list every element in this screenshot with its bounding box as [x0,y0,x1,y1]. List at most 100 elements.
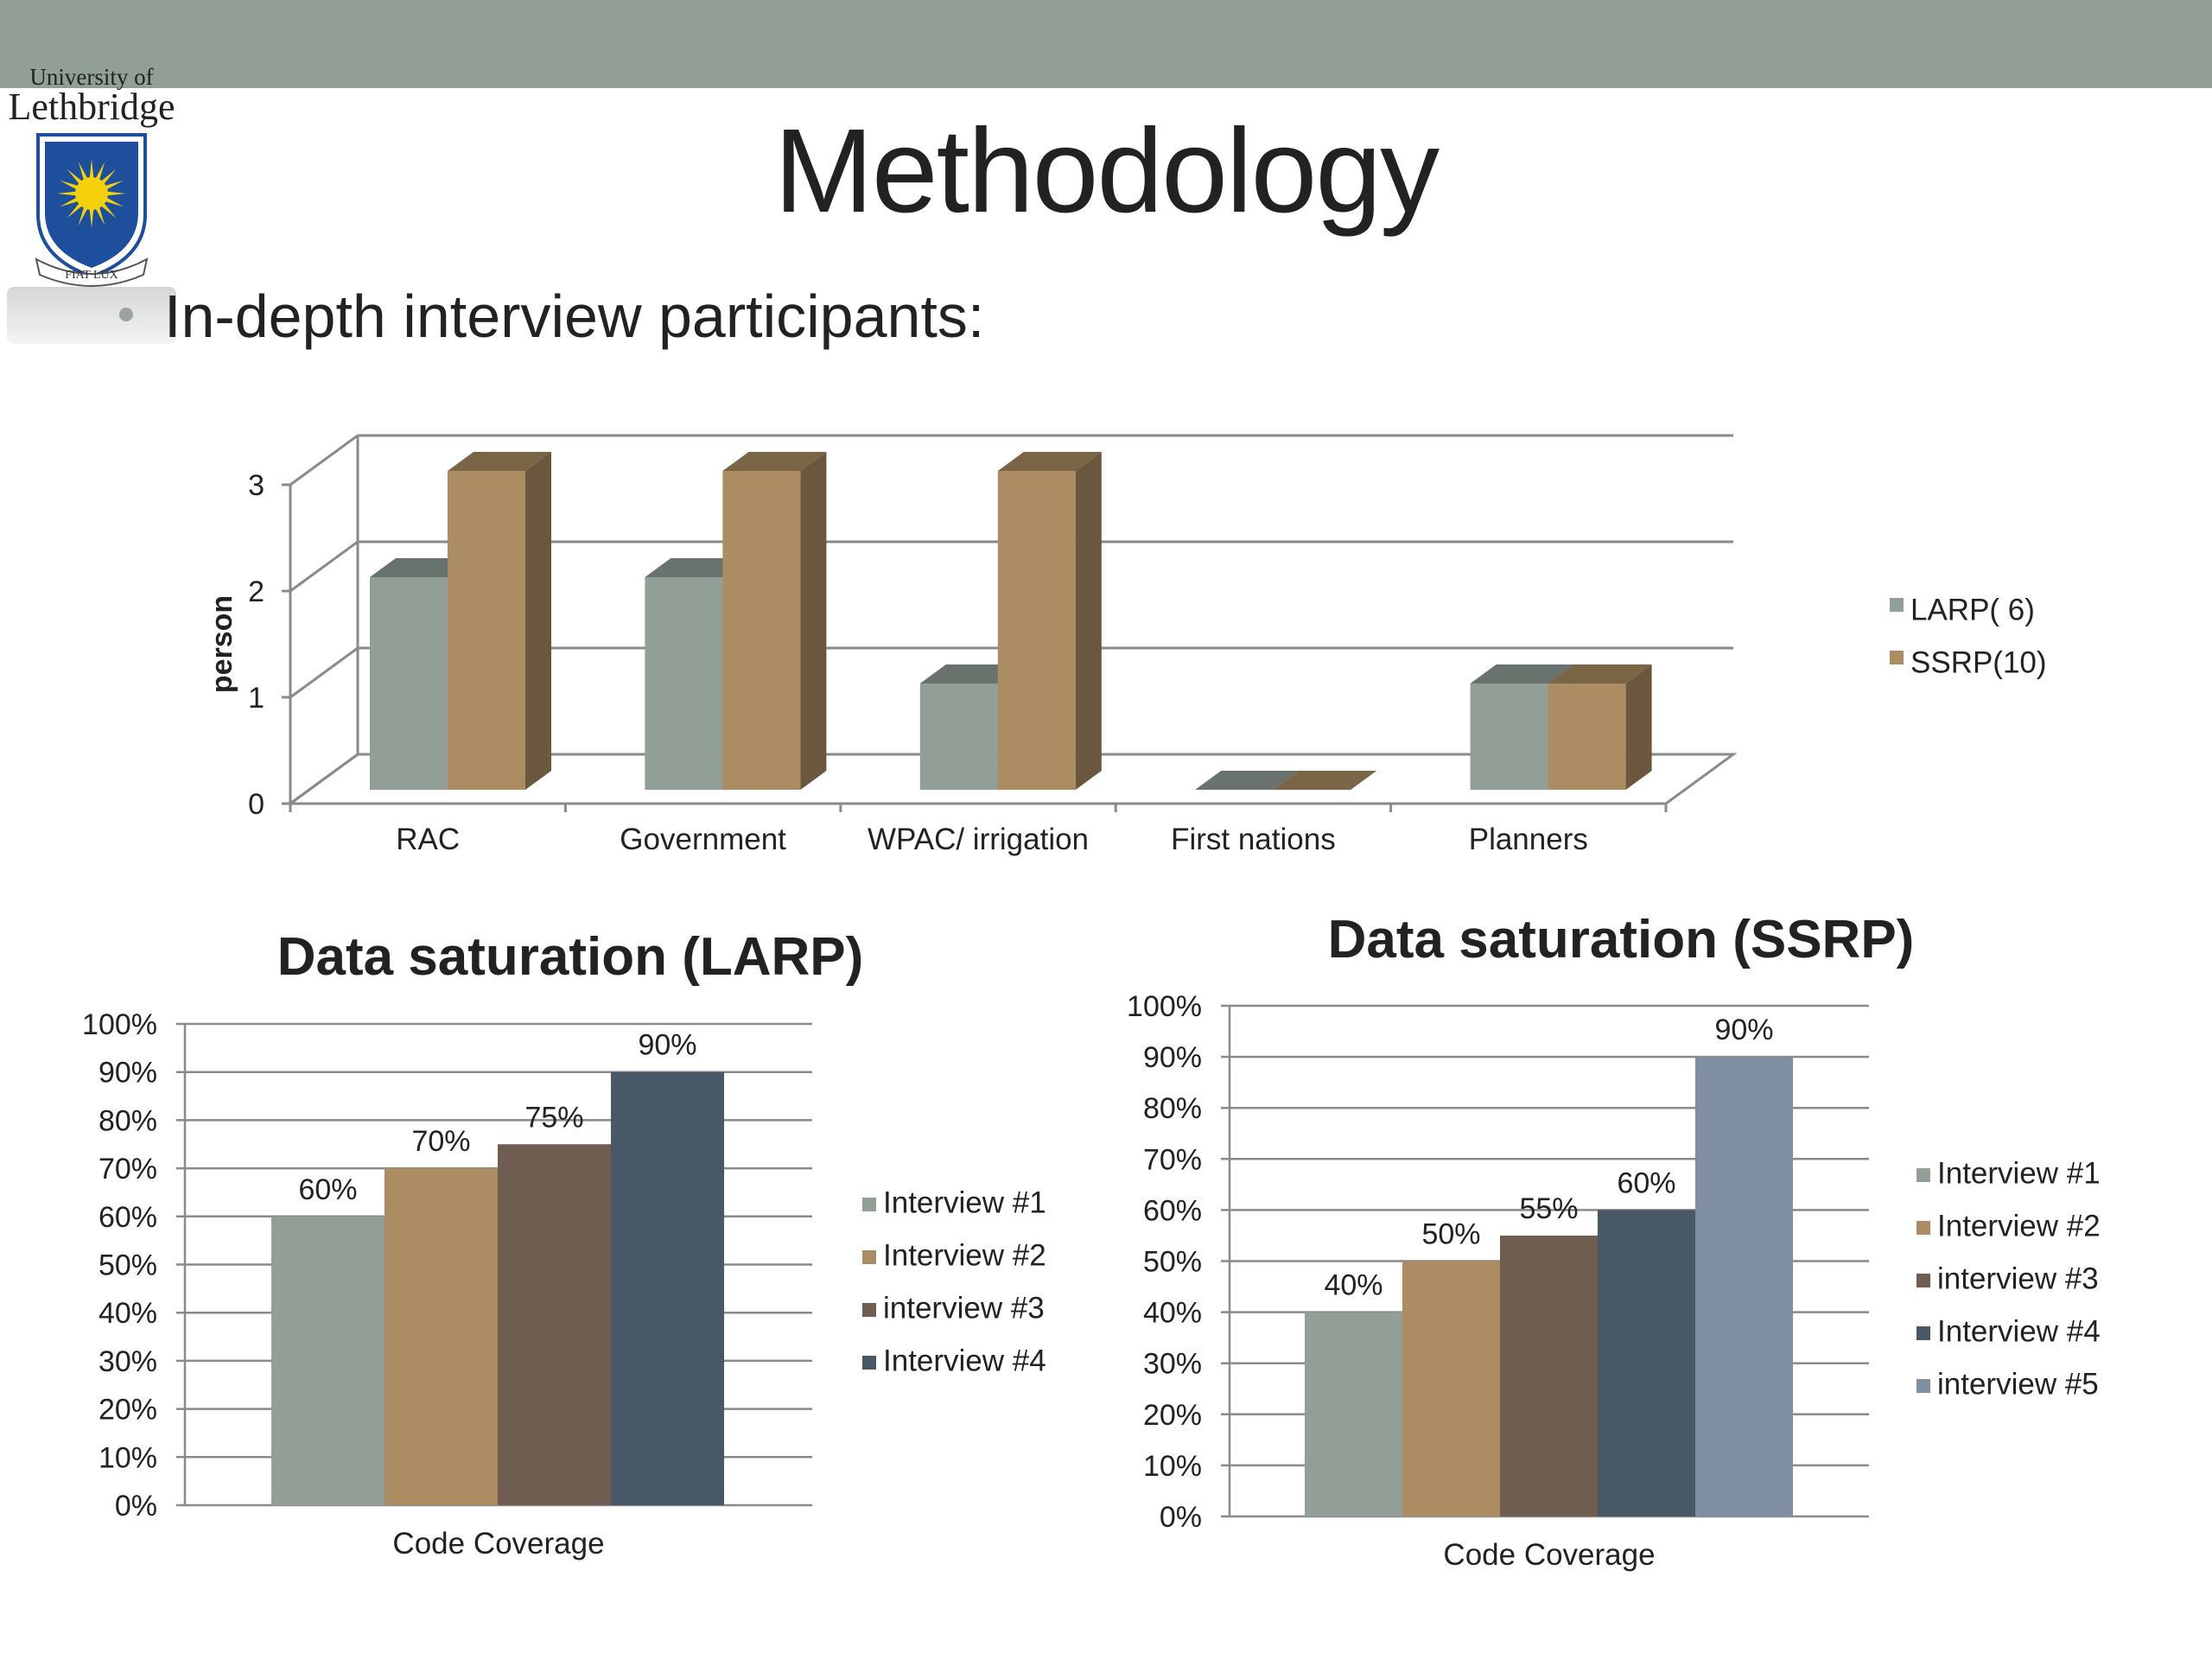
bar [1598,1210,1695,1516]
logo-line2: Lethbridge [8,86,175,128]
chart-title: Data saturation (SSRP) [1328,910,1915,969]
bar-front-larp6 [919,683,998,790]
bar [1695,1057,1793,1516]
sun-ray [95,162,105,181]
x-tick-label: WPAC/ irrigation [868,823,1089,856]
y-tick-label: 70% [1143,1143,1202,1176]
legend-label: Interview #4 [1937,1314,2101,1348]
sun-ray [95,207,105,226]
legend-label: interview #3 [1937,1262,2099,1295]
legend-label: Interview #2 [883,1238,1046,1272]
y-tick-label: 30% [1143,1348,1202,1381]
bar-top [448,452,551,471]
sun-ray [78,207,88,226]
logo-line1: University of [29,64,154,90]
y-tick-label: 60% [99,1201,157,1234]
y-tick-label: 30% [99,1345,157,1378]
x-tick-label: First nations [1171,823,1336,856]
bar [385,1168,498,1505]
sun-ray [105,180,124,190]
header-bar [0,0,2212,88]
legend-label: interview #3 [883,1291,1045,1325]
bullet-icon [119,308,133,321]
sun-ray [105,197,124,207]
sun-ray [60,197,79,207]
y-tick-label: 40% [99,1297,157,1330]
y-tick-label: 50% [99,1249,157,1282]
y-axis-label: person [206,595,238,693]
data-label: 60% [1617,1166,1675,1199]
side-gridline [289,540,359,593]
data-label: 70% [411,1125,470,1158]
bullet-highlight [7,287,176,344]
bar [1305,1312,1402,1516]
legend-label: SSRP(10) [1910,645,2047,679]
x-tick-label: Code Coverage [1443,1538,1655,1572]
data-label: 40% [1324,1269,1382,1302]
bar-side [800,452,827,790]
legend-swatch [1890,651,1904,664]
legend-label: Interview #4 [883,1344,1046,1377]
bar [1500,1235,1598,1516]
y-tick-label: 90% [1143,1041,1202,1074]
y-tick-label: 3 [248,469,264,502]
y-tick-label: 80% [99,1104,157,1137]
legend-swatch [1890,598,1904,612]
y-tick-label: 50% [1143,1246,1202,1279]
bar-front-larp6 [1470,683,1548,790]
data-label: 50% [1421,1218,1480,1251]
legend-label: Interview #1 [883,1185,1046,1219]
bar [611,1071,724,1505]
legend-swatch [862,1250,876,1264]
bar [498,1144,611,1505]
sun-ray [106,191,126,196]
y-tick-label: 1 [248,682,264,715]
y-tick-label: 80% [1143,1092,1202,1125]
bar-top [1548,664,1652,683]
legend-swatch [1916,1326,1930,1340]
legend-swatch [1916,1168,1930,1182]
data-label: 75% [524,1101,583,1134]
y-tick-label: 100% [1127,990,1202,1023]
data-label: 55% [1519,1192,1578,1225]
sun-ray [78,162,88,181]
bar-top [1195,771,1300,790]
side-gridline [289,434,359,486]
bullet-text: In-depth interview participants: [164,283,985,350]
y-tick-label: 0% [1160,1501,1202,1534]
data-label: 90% [638,1029,696,1062]
sun-ray [100,202,117,219]
crest-icon: FIAT LUX [35,133,149,287]
bar-front-ssrp10 [997,471,1076,790]
legend-swatch [862,1356,876,1370]
x-tick-label: Planners [1469,823,1588,856]
y-tick-label: 40% [1143,1297,1202,1330]
legend-swatch [862,1303,876,1317]
y-tick-label: 100% [82,1008,157,1041]
legend-swatch [862,1198,876,1211]
chart-title: Data saturation (LARP) [277,927,864,987]
bar-top [997,452,1102,471]
y-tick-label: 90% [99,1057,157,1090]
bar-top [1273,771,1377,790]
y-tick-label: 0 [248,788,264,821]
bar-side [1625,664,1652,790]
bar [271,1216,385,1505]
y-tick-label: 60% [1143,1194,1202,1227]
x-tick-label: Government [620,823,786,856]
bar-side [525,452,551,790]
bar-front-ssrp10 [448,471,525,790]
sun-ray [89,159,94,179]
y-tick-label: 20% [1143,1399,1202,1432]
data-label: 60% [298,1173,357,1206]
sun-ray [57,191,77,196]
y-tick-label: 10% [1143,1450,1202,1483]
motto-ribbon [35,257,149,287]
x-tick-label: RAC [396,823,460,856]
sun-disc [75,177,108,210]
y-tick-label: 2 [248,575,264,608]
data-label: 90% [1714,1014,1773,1046]
y-tick-label: 10% [99,1441,157,1474]
